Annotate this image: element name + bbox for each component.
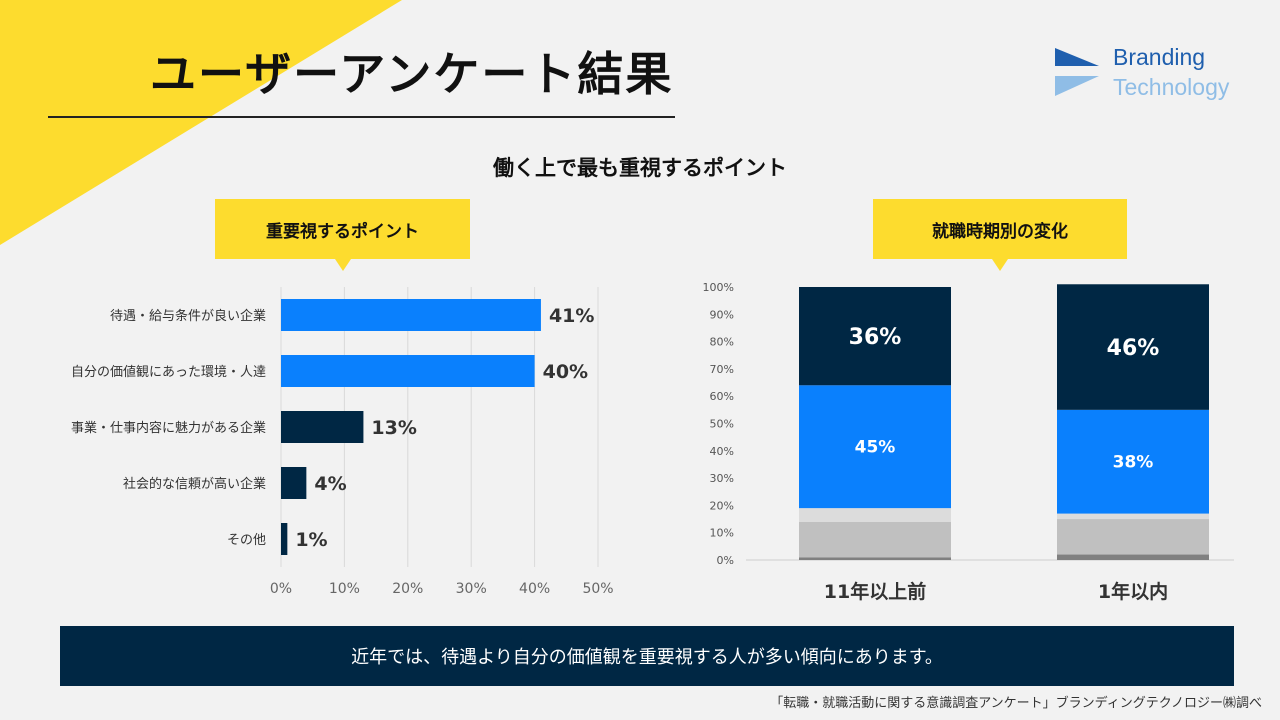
right-y-tick-label: 20% [710, 499, 734, 512]
left-category-label: その他 [227, 533, 266, 548]
right-stack-segment [1057, 409, 1209, 514]
page-title: ユーザーアンケート結果 [150, 47, 674, 101]
left-bar-value-label: 40% [543, 361, 588, 383]
right-segment-value-label: 36% [849, 325, 902, 350]
left-bar-value-label: 41% [549, 305, 594, 327]
title-underline [48, 116, 675, 118]
left-category-label: 事業・仕事内容に魅力がある企業 [71, 420, 266, 436]
left-bar [281, 411, 364, 443]
logo-text-branding: Branding [1113, 44, 1206, 70]
right-stack-segment [799, 385, 951, 509]
left-x-tick-label: 50% [582, 581, 613, 597]
left-bar-value-label: 4% [314, 473, 346, 495]
left-bar [281, 467, 307, 499]
right-y-tick-label: 60% [710, 390, 734, 403]
left-x-tick-label: 40% [519, 581, 550, 597]
logo-mark-icon [1055, 48, 1099, 96]
left-category-label: 社会的な信頼が高い企業 [123, 476, 266, 492]
period-stacked-bar-chart: 0% 10% 20% 30% 40% 50% 60% 70% 80% 90% 100% 45% 36% 1… [703, 281, 1234, 603]
right-stack-segment [1057, 513, 1209, 520]
right-y-tick-label: 90% [710, 308, 734, 321]
right-chart-callout: 就職時期別の変化 [873, 199, 1127, 271]
left-category-label: 待遇・給与条件が良い企業 [110, 308, 266, 324]
right-stack-segment [799, 557, 951, 560]
left-bar-value-label: 13% [371, 417, 416, 439]
right-stack-segment [799, 287, 951, 386]
right-stack-segment [799, 508, 951, 522]
right-stack-segment [1057, 554, 1209, 560]
summary-banner: 近年では、待遇より自分の価値観を重要視する人が多い傾向にあります。 [60, 626, 1234, 686]
right-y-tick-label: 30% [710, 472, 734, 485]
right-y-tick-label: 10% [710, 527, 734, 540]
right-y-tick-label: 0% [717, 554, 734, 567]
right-segment-value-label: 46% [1107, 336, 1160, 361]
left-bar [281, 523, 288, 555]
left-x-tick-label: 0% [270, 581, 292, 597]
right-y-tick-label: 40% [710, 445, 734, 458]
right-stack-segment [799, 521, 951, 558]
left-chart-callout: 重要視するポイント [215, 199, 470, 271]
left-x-tick-label: 10% [329, 581, 360, 597]
right-y-tick-label: 70% [710, 363, 734, 376]
left-bar-value-label: 1% [295, 529, 327, 551]
importance-bar-chart: 0% 10% 20% 30% 40% 50% 待遇・給与条件が良い企業 41% 自分の価値観にあ… [71, 287, 614, 597]
left-bar [281, 355, 535, 387]
left-x-tick-label: 30% [456, 581, 487, 597]
right-y-tick-label: 100% [703, 281, 734, 294]
chart-subtitle: 働く上で最も重視するポイント [493, 156, 787, 180]
left-bar [281, 299, 541, 331]
right-y-tick-label: 80% [710, 336, 734, 349]
summary-message: 近年では、待遇より自分の価値観を重要視する人が多い傾向にあります。 [351, 647, 943, 668]
left-x-tick-label: 20% [392, 581, 423, 597]
right-category-label: 11年以上前 [824, 580, 926, 603]
right-y-tick-label: 50% [710, 418, 734, 431]
right-segment-value-label: 38% [1113, 453, 1154, 473]
right-stack-segment [1057, 519, 1209, 555]
right-stack-segment [1057, 284, 1209, 410]
left-category-label: 自分の価値観にあった環境・人達 [71, 364, 266, 380]
source-note: 「転職・就職活動に関する意識調査アンケート」ブランディングテクノロジー㈱調べ [770, 696, 1262, 711]
logo-text-technology: Technology [1113, 74, 1230, 100]
company-logo: Branding Technology [1055, 44, 1245, 108]
right-segment-value-label: 45% [855, 438, 896, 458]
right-category-label: 1年以内 [1098, 580, 1168, 603]
